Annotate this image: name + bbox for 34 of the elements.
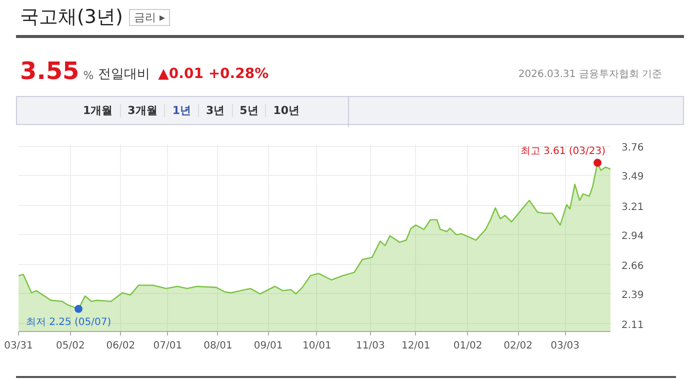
text: 3개월 — [120, 104, 164, 117]
x-tick-label: 03/03 — [550, 340, 580, 352]
text: 1개월 — [82, 104, 114, 117]
x-tick-label: 08/01 — [204, 340, 232, 352]
y-tick-label: 3.76 — [622, 142, 644, 154]
text: 3.55 — [20, 57, 80, 85]
text: 3년 — [198, 104, 232, 117]
x-tick-label: 01/02 — [453, 340, 482, 352]
text: ▲0.01 +0.28% — [158, 66, 269, 82]
text: 2026.03.31 금융투자협회 기준 — [518, 68, 662, 82]
y-tick-label: 2.94 — [622, 230, 644, 242]
text: 금리 ▸ — [128, 8, 170, 26]
text: 1년 — [164, 104, 198, 117]
x-tick-label: 07/01 — [153, 340, 182, 352]
y-tick-label: 2.39 — [622, 290, 644, 301]
x-tick-label: 09/01 — [254, 340, 283, 352]
text: 10년 — [265, 104, 307, 117]
text: % — [83, 69, 94, 82]
y-tick-label: 3.49 — [622, 172, 644, 183]
text: 5년 — [232, 104, 266, 117]
y-tick-label: 2.66 — [622, 260, 644, 272]
x-tick-label: 11/03 — [356, 340, 385, 352]
x-tick-label: 05/02 — [56, 340, 85, 352]
y-tick-label: 2.11 — [622, 320, 644, 331]
annotation: 최고 3.61 (03/23) — [520, 146, 606, 157]
annotation: 최저 2.25 (05/07) — [26, 316, 112, 328]
text: 전일대비 — [98, 67, 150, 82]
y-tick-label: 3.21 — [622, 202, 644, 213]
x-tick-label: 10/01 — [302, 340, 332, 352]
x-tick-label: 03/31 — [4, 340, 33, 352]
x-tick-label: 02/02 — [504, 340, 532, 352]
x-tick-label: 12/01 — [401, 340, 430, 352]
x-tick-label: 06/02 — [106, 340, 136, 352]
chart-title: 국고채(3년) — [20, 6, 123, 28]
